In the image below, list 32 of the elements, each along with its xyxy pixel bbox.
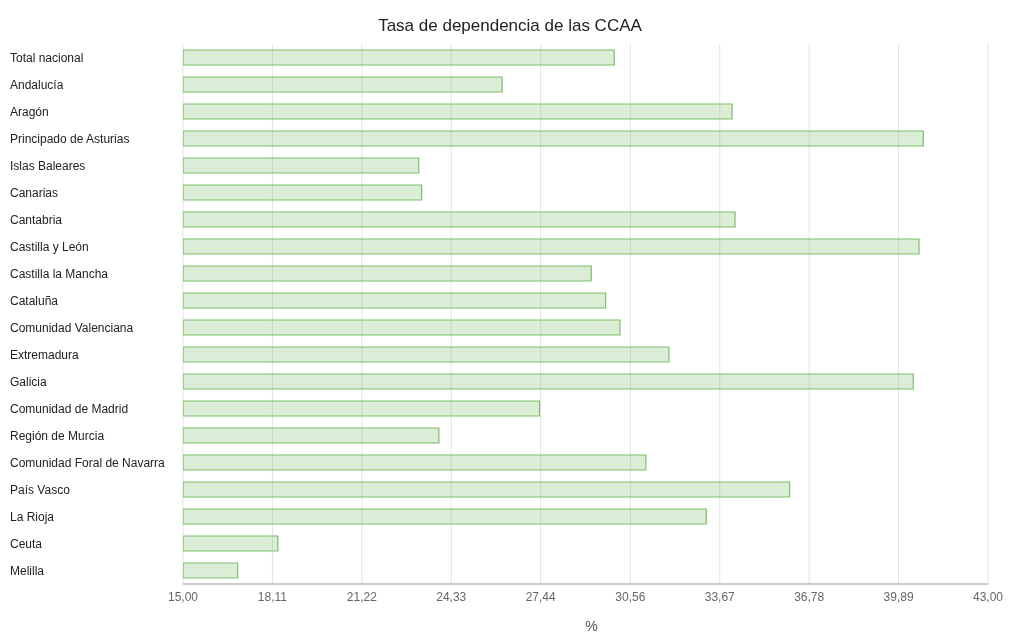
y-tick-label: Comunidad Foral de Navarra (10, 455, 166, 470)
y-tick-label: Comunidad Valenciana (10, 320, 134, 335)
y-tick-label: Comunidad de Madrid (10, 401, 129, 416)
y-tick-label: La Rioja (10, 509, 55, 524)
y-tick-label: Aragón (10, 104, 49, 119)
x-tick-label: 27,44 (525, 589, 556, 604)
y-tick-label: Principado de Asturias (10, 131, 130, 146)
x-tick-label: 39,89 (883, 589, 914, 604)
chart-title: Tasa de dependencia de las CCAA (377, 15, 643, 37)
x-tick-label: 18,11 (257, 589, 288, 604)
y-tick-label: Canarias (10, 185, 59, 200)
y-tick-label: Castilla la Mancha (10, 266, 109, 281)
y-tick-label: País Vasco (10, 482, 71, 497)
y-tick-label: Total nacional (10, 50, 84, 65)
y-tick-label: Cataluña (10, 293, 59, 308)
y-tick-label: Castilla y León (10, 239, 89, 254)
x-tick-label: 36,78 (794, 589, 825, 604)
y-tick-label: Galicia (10, 374, 48, 389)
x-tick-label: 33,67 (704, 589, 736, 604)
x-tick-label: 21,22 (346, 589, 378, 604)
y-tick-label: Andalucía (10, 77, 64, 92)
y-tick-label: Melilla (10, 563, 45, 578)
y-tick-label: Cantabria (10, 212, 63, 227)
x-tick-label: 43,00 (972, 589, 1004, 604)
x-tick-label: 30,56 (615, 589, 646, 604)
y-tick-label: Ceuta (10, 536, 43, 551)
y-tick-label: Extremadura (10, 347, 80, 362)
y-tick-label: Región de Murcia (10, 428, 105, 443)
x-tick-label: 24,33 (436, 589, 467, 604)
y-tick-label: Islas Baleares (10, 158, 86, 173)
x-tick-label: 15,00 (167, 589, 199, 604)
x-axis-title: % (584, 618, 599, 634)
